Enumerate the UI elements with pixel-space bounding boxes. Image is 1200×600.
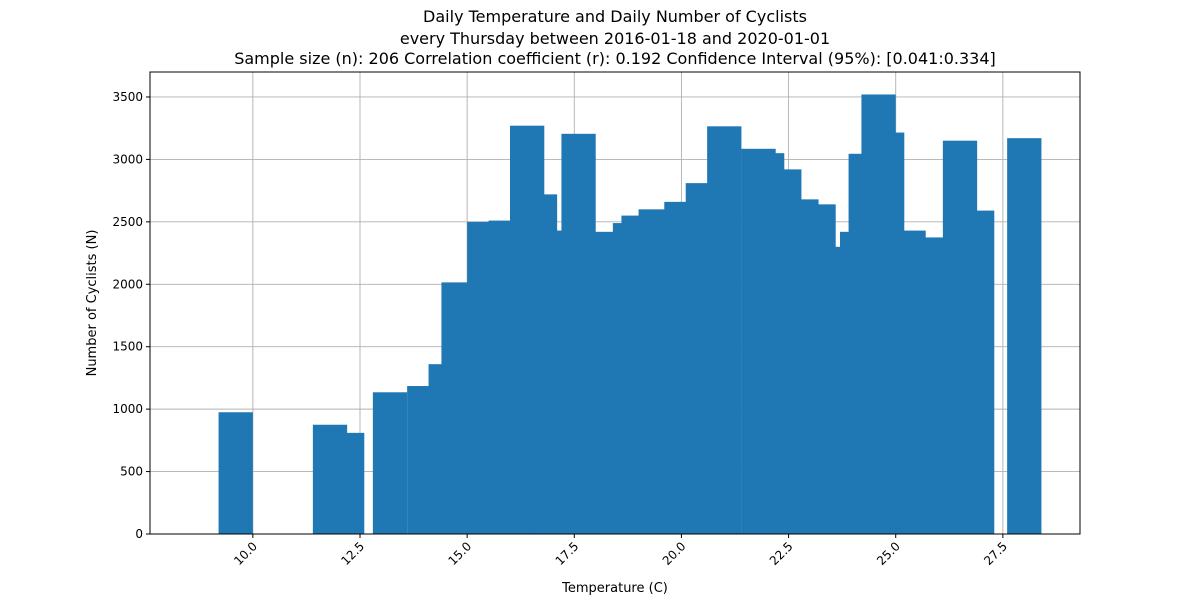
bar bbox=[372, 392, 408, 534]
y-tick-label: 3500 bbox=[112, 90, 143, 104]
x-tick-label: 27.5 bbox=[981, 539, 1010, 568]
bars bbox=[218, 94, 1042, 535]
bar bbox=[960, 210, 995, 534]
y-tick-label: 2500 bbox=[112, 215, 143, 229]
plot-frame bbox=[149, 71, 1081, 535]
y-ticks: 0 500 1000 1500 2000 2500 3000 3500 bbox=[112, 90, 150, 541]
bar bbox=[218, 412, 253, 534]
y-tick-label: 0 bbox=[135, 527, 143, 541]
y-tick-label: 2000 bbox=[112, 277, 143, 291]
chart-title-line-2: every Thursday between 2016-01-18 and 20… bbox=[400, 29, 830, 48]
x-tick-label: 20.0 bbox=[660, 539, 689, 568]
chart-title-line-3: Sample size (n): 206 Correlation coeffic… bbox=[234, 49, 996, 68]
x-ticks: 10.0 12.5 15.0 17.5 20.0 22.5 25.0 27.5 bbox=[231, 534, 1010, 568]
bar bbox=[561, 133, 596, 534]
x-tick-label: 12.5 bbox=[338, 539, 367, 568]
x-tick-label: 17.5 bbox=[553, 539, 582, 568]
bar bbox=[1007, 138, 1042, 534]
y-tick-label: 1000 bbox=[112, 402, 143, 416]
x-tick-label: 25.0 bbox=[874, 539, 903, 568]
x-axis-label: Temperature (C) bbox=[561, 581, 668, 596]
bar bbox=[330, 432, 365, 534]
x-tick-label: 22.5 bbox=[767, 539, 796, 568]
y-tick-label: 1500 bbox=[112, 340, 143, 354]
y-axis-label: Number of Cyclists (N) bbox=[85, 230, 100, 377]
bar bbox=[707, 126, 742, 534]
x-tick-label: 10.0 bbox=[231, 539, 260, 568]
y-tick-label: 500 bbox=[120, 465, 143, 479]
x-tick-label: 15.0 bbox=[445, 539, 474, 568]
chart-title-line-1: Daily Temperature and Daily Number of Cy… bbox=[423, 7, 807, 26]
y-tick-label: 3000 bbox=[112, 152, 143, 166]
